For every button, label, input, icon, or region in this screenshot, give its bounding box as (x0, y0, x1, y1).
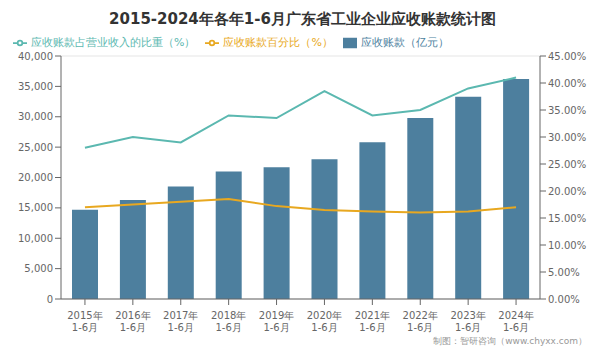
svg-text:15,000: 15,000 (18, 202, 53, 213)
svg-text:20,000: 20,000 (18, 172, 53, 183)
html-text:应收账款（亿元）: 应收账款（亿元） (360, 36, 449, 49)
svg-text:35.00%: 35.00% (548, 105, 586, 116)
svg-text:2023年1-6月: 2023年1-6月 (450, 310, 485, 333)
svg-text:40.00%: 40.00% (548, 78, 586, 89)
svg-text:35,000: 35,000 (18, 81, 53, 92)
svg-text:2016年1-6月: 2016年1-6月 (115, 310, 150, 333)
svg-text:10,000: 10,000 (18, 233, 53, 244)
svg-text:20.00%: 20.00% (548, 186, 586, 197)
html-text:2015-2024年各年1-6月广东省工业企业应收账款统计图: 2015-2024年各年1-6月广东省工业企业应收账款统计图 (109, 10, 496, 28)
svg-text:0: 0 (47, 294, 53, 305)
svg-text:40,000: 40,000 (18, 51, 53, 62)
svg-text:5.00%: 5.00% (548, 267, 580, 278)
svg-text:2019年1-6月: 2019年1-6月 (259, 310, 294, 333)
svg-text:2018年1-6月: 2018年1-6月 (211, 310, 246, 333)
svg-text:10.00%: 10.00% (548, 240, 586, 251)
svg-text:15.00%: 15.00% (548, 213, 586, 224)
svg-text:2021年1-6月: 2021年1-6月 (355, 310, 390, 333)
html-text:应收账款占营业收入的比重（%）: 应收账款占营业收入的比重（%） (31, 36, 196, 49)
svg-text:5,000: 5,000 (24, 263, 53, 274)
svg-text:30,000: 30,000 (18, 111, 53, 122)
svg-text:25,000: 25,000 (18, 142, 53, 153)
svg-text:0.00%: 0.00% (548, 294, 580, 305)
svg-text:45.00%: 45.00% (548, 51, 586, 62)
svg-text:2024年1-6月: 2024年1-6月 (498, 310, 533, 333)
svg-text:30.00%: 30.00% (548, 132, 586, 143)
svg-text:25.00%: 25.00% (548, 159, 586, 170)
svg-text:2020年1-6月: 2020年1-6月 (307, 310, 342, 333)
html-text:应收账款百分比（%）: 应收账款百分比（%） (223, 36, 333, 49)
html-text:制图：智研咨询（www.chyxx.com）: 制图：智研咨询（www.chyxx.com） (433, 336, 587, 346)
svg-text:2015年1-6月: 2015年1-6月 (67, 310, 102, 333)
svg-text:2022年1-6月: 2022年1-6月 (403, 310, 438, 333)
svg-text:2017年1-6月: 2017年1-6月 (163, 310, 198, 333)
